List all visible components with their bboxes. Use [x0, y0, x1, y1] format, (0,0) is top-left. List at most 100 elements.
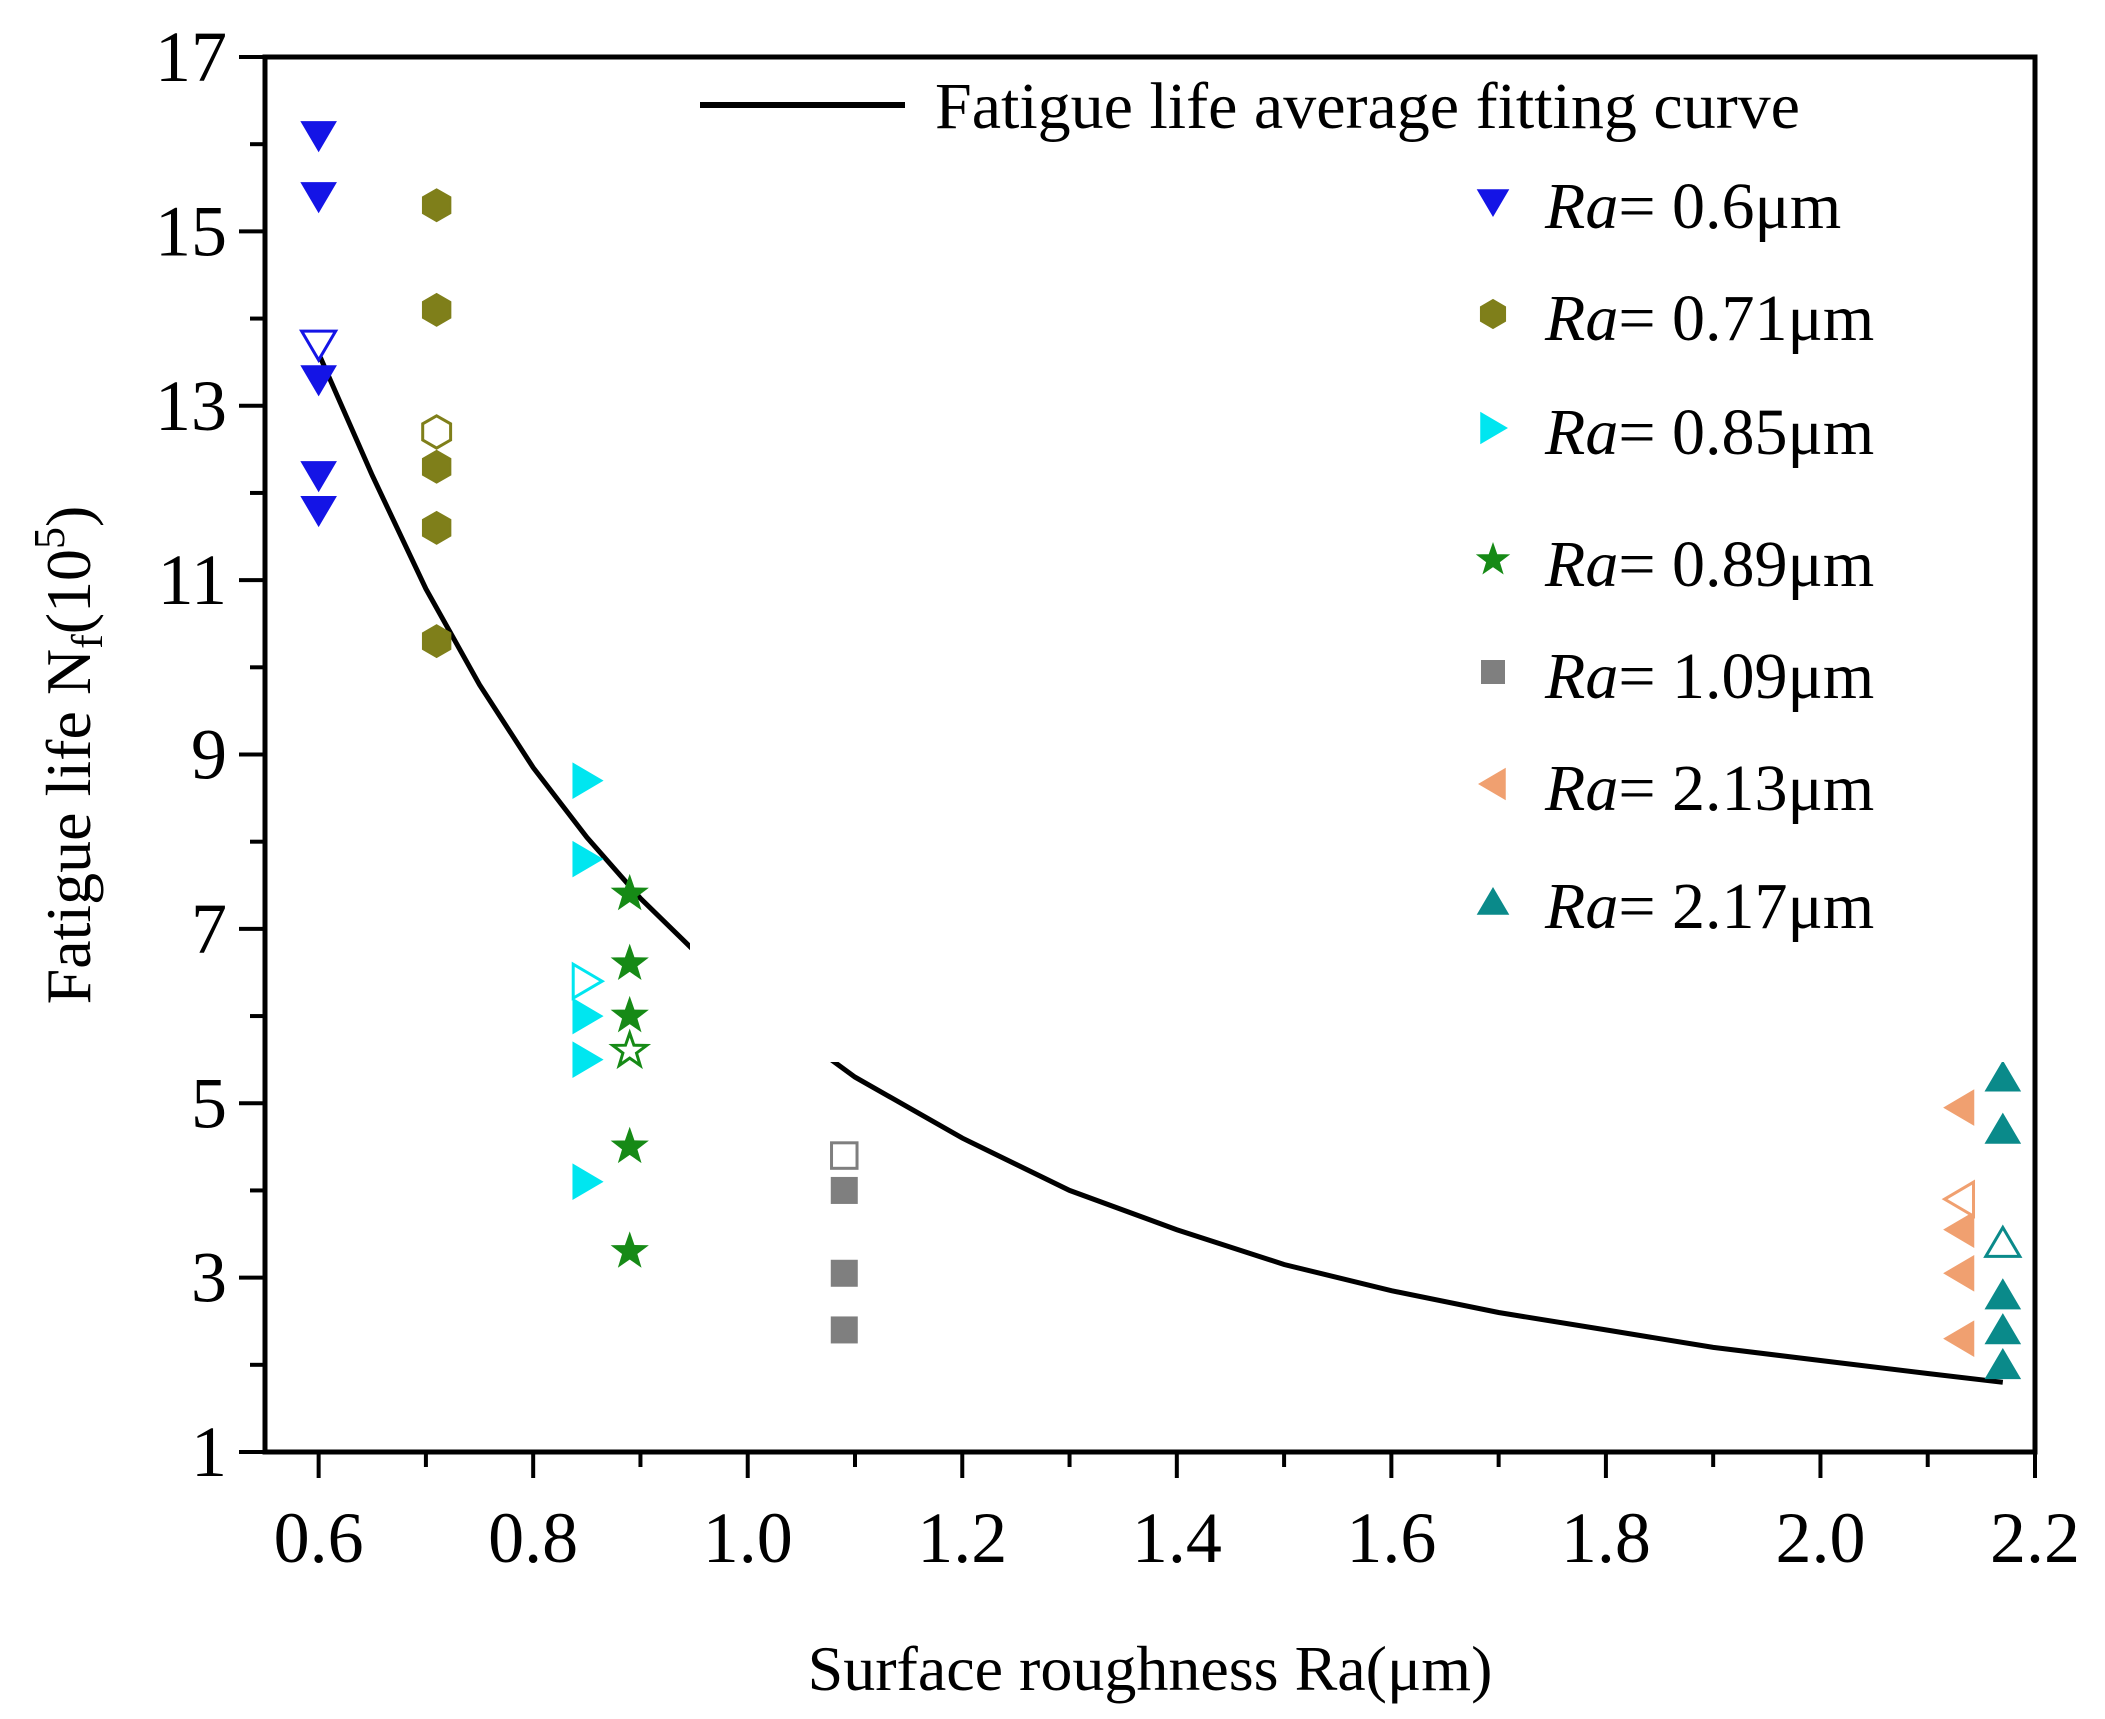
legend-label-ra: Ra — [1544, 170, 1618, 243]
data-point-hollow — [1941, 1179, 1976, 1219]
data-point — [830, 1316, 858, 1344]
legend-marker — [1475, 542, 1511, 575]
y-axis-title-paren-close: ) — [33, 506, 104, 527]
data-point — [300, 461, 337, 493]
data-point — [300, 121, 337, 153]
legend-label-value: = 0.71μm — [1618, 282, 1874, 355]
y-axis-title-subscript: f — [63, 634, 112, 649]
legend-label-value: = 2.17μm — [1618, 870, 1874, 943]
y-axis-title-superscript: 5 — [25, 527, 74, 549]
data-point — [1943, 1211, 1975, 1248]
data-point — [300, 496, 337, 528]
y-tick-label: 5 — [191, 1063, 227, 1143]
legend-marker — [1481, 660, 1505, 684]
legend-label: Ra= 0.85μm — [1544, 396, 1874, 469]
x-axis-ticks — [316, 1452, 2037, 1478]
fitting-curve-line — [316, 352, 2004, 1385]
data-point-hollow — [1983, 1224, 2023, 1258]
legend-label: Ra= 1.09μm — [1544, 640, 1874, 713]
legend-label: Ra= 0.89μm — [1544, 528, 1874, 601]
data-point — [572, 840, 604, 878]
data-point — [1984, 1348, 2022, 1380]
data-point — [421, 624, 452, 659]
data-point — [1943, 1320, 1975, 1357]
data-point — [1943, 1254, 1975, 1292]
legend-label-ra: Ra — [1544, 752, 1618, 825]
legend-label-ra: Ra — [1544, 528, 1618, 601]
data-point — [610, 995, 649, 1033]
y-axis-ticks — [239, 55, 265, 1454]
x-tick-label: 1.2 — [917, 1498, 1007, 1578]
data-point — [830, 1176, 858, 1204]
data-point — [1943, 1089, 1975, 1126]
legend-fit-label: Fatigue life average fitting curve — [935, 70, 1800, 143]
legend-marker — [1478, 767, 1506, 801]
data-point-hollow — [299, 329, 339, 363]
data-point — [572, 762, 604, 799]
y-tick-label: 9 — [191, 715, 227, 795]
data-point — [300, 182, 337, 214]
legend-label-value: = 0.6μm — [1618, 170, 1841, 243]
y-axis-title: Fatigue life Nf(105) — [25, 506, 112, 1005]
x-tick-label: 1.6 — [1346, 1498, 1436, 1578]
y-tick-label: 7 — [191, 889, 227, 969]
data-point-hollow — [830, 1141, 859, 1170]
y-tick-label: 17 — [155, 17, 227, 97]
data-point — [610, 1231, 649, 1268]
legend-marker — [1479, 298, 1507, 330]
legend-label-value: = 1.09μm — [1618, 640, 1874, 713]
legend-marker — [1476, 887, 1510, 915]
data-point — [421, 449, 452, 484]
legend-marker — [1480, 411, 1508, 445]
data-point — [421, 292, 452, 327]
y-axis-title-main: Fatigue life N — [33, 649, 104, 1004]
series-4-points — [608, 873, 652, 1268]
data-point-hollow — [421, 414, 453, 450]
legend-label-ra: Ra — [1544, 870, 1618, 943]
legend-label: Ra= 2.13μm — [1544, 752, 1874, 825]
y-tick-label: 1 — [191, 1412, 227, 1492]
legend-marker — [1476, 189, 1510, 217]
legend-label: Ra= 0.71μm — [1544, 282, 1874, 355]
series-1-points — [299, 121, 339, 528]
data-points — [299, 121, 2023, 1380]
series-7-points — [1983, 1060, 2023, 1380]
x-tick-label: 1.8 — [1561, 1498, 1651, 1578]
data-point-hollow — [571, 961, 606, 1001]
data-point — [1984, 1313, 2022, 1345]
x-tick-label: 1.0 — [703, 1498, 793, 1578]
data-point — [572, 997, 604, 1035]
data-point — [610, 873, 649, 911]
legend-label-value: = 2.13μm — [1618, 752, 1874, 825]
legend-label-value: = 0.85μm — [1618, 396, 1874, 469]
legend-background — [690, 62, 2030, 1062]
legend: Fatigue life average fitting curve Ra= 0… — [690, 62, 2030, 1062]
data-point — [1984, 1112, 2022, 1144]
legend-label-value: = 0.89μm — [1618, 528, 1874, 601]
legend-label-ra: Ra — [1544, 282, 1618, 355]
data-point — [421, 188, 452, 223]
x-tick-label: 0.8 — [488, 1498, 578, 1578]
x-tick-label: 0.6 — [274, 1498, 364, 1578]
data-point — [610, 1126, 649, 1164]
series-2-points — [421, 188, 453, 659]
data-point — [1984, 1060, 2022, 1092]
data-point — [421, 510, 452, 545]
y-tick-label: 13 — [155, 366, 227, 446]
x-tick-label: 2.0 — [1775, 1498, 1865, 1578]
data-point-hollow — [608, 1028, 652, 1070]
data-point — [572, 1041, 604, 1078]
y-tick-label: 11 — [158, 540, 227, 620]
y-axis-title-paren-open: (10 — [33, 549, 104, 634]
data-point — [610, 943, 649, 981]
x-tick-label: 1.4 — [1132, 1498, 1222, 1578]
series-5-points — [830, 950, 859, 1344]
data-point — [300, 365, 337, 397]
data-point — [572, 1163, 604, 1201]
legend-label-ra: Ra — [1544, 640, 1618, 713]
x-axis-title: Surface roughness Ra(μm) — [808, 1633, 1493, 1704]
series-3-points — [571, 762, 606, 1201]
